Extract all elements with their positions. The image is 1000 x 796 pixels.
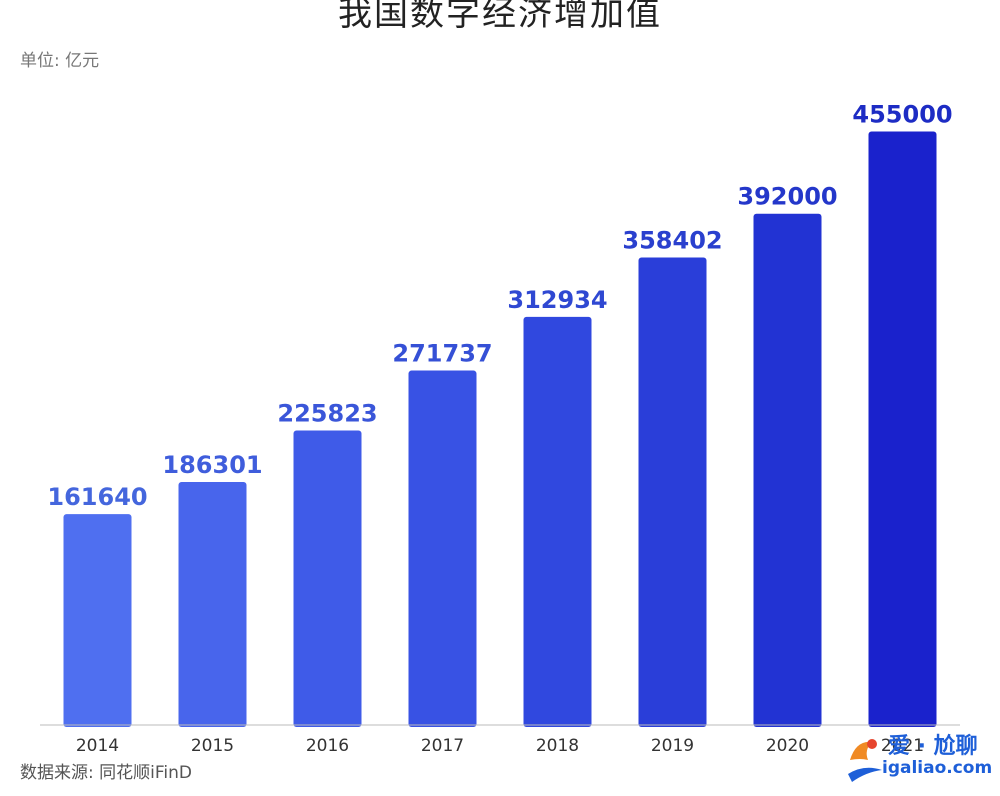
data-label-2018: 312934 (507, 286, 607, 314)
x-tick-label-2014: 2014 (76, 736, 119, 756)
watermark-mascot-icon (848, 739, 882, 782)
data-label-2019: 358402 (622, 227, 722, 255)
bar-2020 (753, 213, 822, 727)
x-tick-label-2017: 2017 (421, 736, 464, 756)
bar-2014 (63, 514, 132, 727)
data-labels-group: 161640 186301 225823 271737 312934 358402 3920… (47, 101, 952, 512)
watermark-text: 爱 · 尬聊 (888, 734, 978, 759)
unit-label: 单位: 亿元 (20, 51, 100, 71)
bar-2018 (523, 316, 592, 727)
data-label-2021: 455000 (852, 101, 952, 129)
x-tick-label-2020: 2020 (766, 736, 809, 756)
x-tick-label-2016: 2016 (306, 736, 349, 756)
bars-group (63, 131, 937, 728)
watermark-url: igaliao.com (882, 758, 993, 778)
data-label-2016: 225823 (277, 399, 377, 427)
x-tick-labels-group: 2014 2015 2016 2017 2018 2019 2020 2021 (76, 736, 924, 756)
data-label-2017: 271737 (392, 340, 492, 368)
data-label-2015: 186301 (162, 451, 262, 479)
bar-2015 (178, 481, 247, 727)
x-tick-label-2015: 2015 (191, 736, 234, 756)
chart-title: 我国数字经济增加值 (338, 0, 662, 34)
data-label-2020: 392000 (737, 183, 837, 211)
x-tick-label-2019: 2019 (651, 736, 694, 756)
source-label: 数据来源: 同花顺iFinD (20, 763, 192, 783)
bar-2019 (638, 257, 707, 727)
bar-2021 (868, 131, 937, 728)
x-tick-label-2018: 2018 (536, 736, 579, 756)
bar-2016 (293, 430, 362, 727)
data-label-2014: 161640 (47, 483, 147, 511)
bar-2017 (408, 370, 477, 727)
x-tick-label-2021: 2021 (881, 736, 924, 756)
watermark-logo: 爱 · 尬聊 igaliao.com (838, 726, 998, 792)
